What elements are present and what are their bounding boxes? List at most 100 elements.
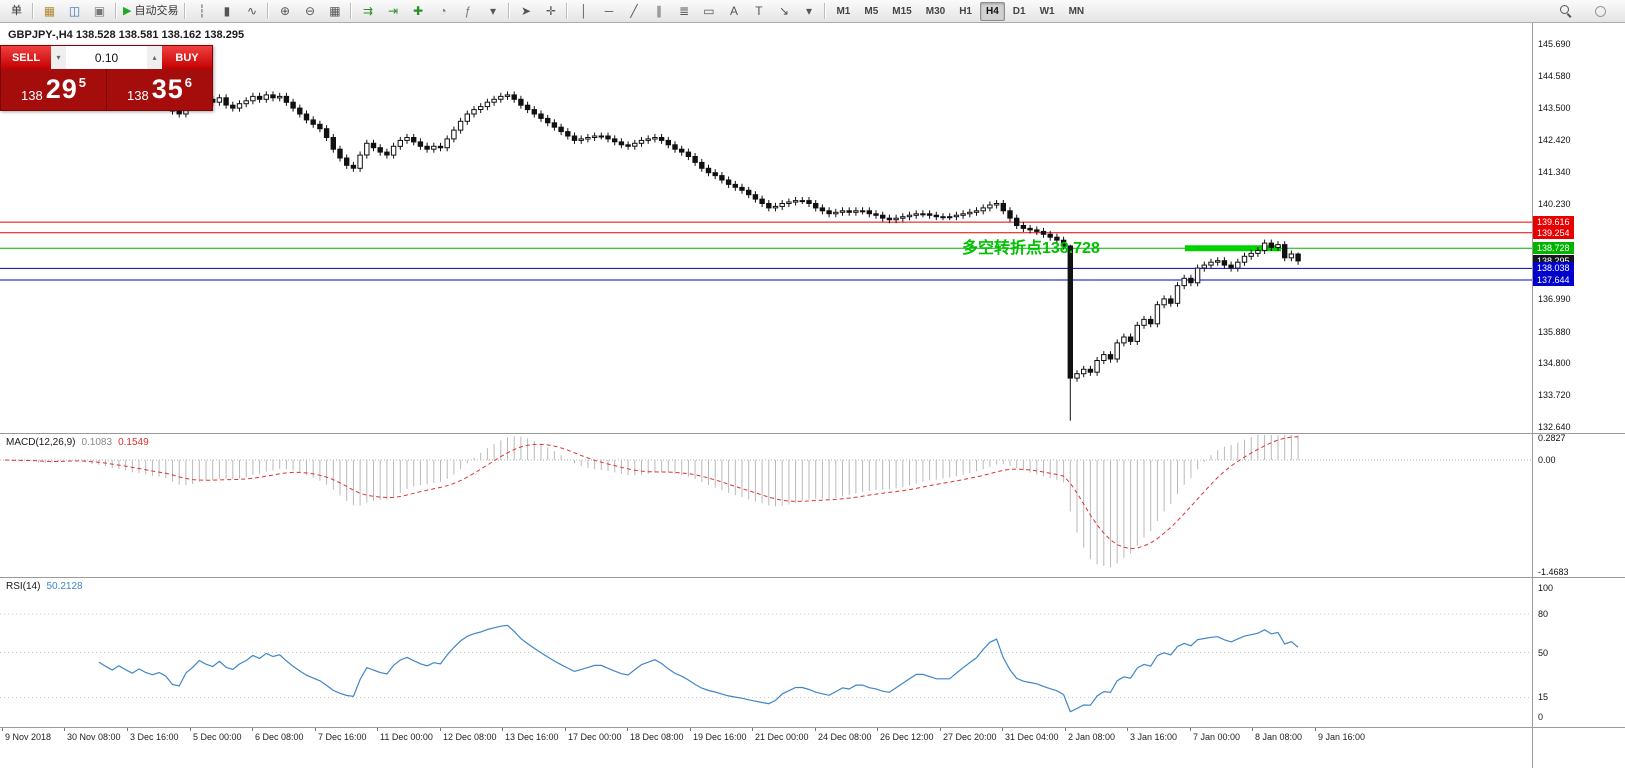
time-axis-label: 27 Dec 20:00 [943,732,997,742]
lot-size-field[interactable]: ▾ 0.10 ▴ [51,46,162,69]
text-icon[interactable]: A [729,4,738,18]
autotrading-button-label: 自动交易 [134,4,179,17]
pane-splitter-macd[interactable] [0,433,1625,434]
trendline-icon[interactable]: ╱ [630,4,638,18]
candlestick-chart-type-icon[interactable]: ▮ [223,4,231,18]
time-tick [64,727,65,731]
timeframe-m30[interactable]: M30 [925,5,946,17]
price-axis-label: 144.580 [1538,71,1571,81]
time-tick [565,727,566,731]
time-tick [2,727,3,731]
price-axis-label: 133.720 [1538,390,1571,400]
price-badge-138.728: 138.728 [1533,242,1574,254]
time-tick [1190,727,1191,731]
timeframe-h1[interactable]: H1 [959,5,972,17]
timeframe-mn[interactable]: MN [1068,5,1085,17]
rsi-axis-label: 0 [1538,712,1544,722]
time-tick [815,727,816,731]
price-axis-label: 134.800 [1538,358,1571,368]
bar-chart-type-icon[interactable]: ┆ [198,4,206,18]
time-axis-label: 21 Dec 00:00 [755,732,809,742]
lot-down-button[interactable]: ▾ [51,46,66,69]
price-axis-label: 142.420 [1538,135,1571,145]
timeframe-m5[interactable]: M5 [864,5,879,17]
timeframe-h4[interactable]: H4 [979,1,1005,21]
price-axis-label: 136.990 [1538,294,1571,304]
one-click-trading-panel: SELL ▾ 0.10 ▴ BUY 138 29 5 138 35 6 [0,45,213,111]
main-chart[interactable]: 多空转折点138.728 [0,23,1532,433]
line-chart-type-icon[interactable]: ∿ [246,4,257,18]
time-axis-label: 9 Nov 2018 [5,732,52,742]
price-axis[interactable]: 145.690 144.580 143.500 142.420 141.340 140.2… [1532,23,1625,768]
new-chart-icon[interactable]: ▦ [43,4,56,18]
sell-price-point: 5 [78,75,86,90]
price-axis-label: 135.880 [1538,327,1571,337]
timeframe-w1[interactable]: W1 [1039,5,1055,17]
chart-shift-icon[interactable]: ⇥ [387,4,398,18]
lot-value[interactable]: 0.10 [94,50,119,65]
timeframe-m15[interactable]: M15 [892,5,912,17]
rsi-axis-label: 50 [1538,648,1549,658]
text-label-icon[interactable]: T [755,4,763,18]
quick-nav-icon[interactable] [1588,1,1613,22]
new-order-button[interactable]: 单 [11,4,22,17]
rsi-pane[interactable] [0,578,1532,727]
sell-price[interactable]: 138 29 5 [1,69,107,110]
time-tick [502,727,503,731]
time-axis[interactable]: 9 Nov 2018 30 Nov 08:00 3 Dec 16:00 5 Dec 0… [0,727,1532,768]
price-axis-label: 143.500 [1538,103,1571,113]
toolbar-separator [566,3,569,19]
sell-price-pips: 29 [45,74,78,104]
time-axis-label: 9 Jan 16:00 [1318,732,1366,742]
buy-price[interactable]: 138 35 6 [107,69,212,110]
time-axis-label: 17 Dec 00:00 [568,732,622,742]
new-chart-plus-icon[interactable]: ✚ [412,4,423,18]
fibonacci-icon[interactable]: ≣ [678,4,689,18]
price-axis-label: 140.230 [1538,199,1571,209]
rsi-name: RSI(14) [6,581,41,592]
time-tick [440,727,441,731]
search-icon[interactable] [1553,1,1578,22]
sell-price-figure: 138 [21,88,43,103]
period-clock-icon[interactable]: ◔ [439,4,447,18]
sell-button[interactable]: SELL [1,46,51,69]
shapes-icon[interactable]: ▭ [703,4,715,18]
price-badge-139.254: 139.254 [1533,227,1574,239]
timeframe-m1[interactable]: M1 [836,5,851,17]
toolbar-separator [184,3,187,19]
indicators-icon[interactable]: ƒ [464,4,472,18]
macd-pane[interactable] [0,434,1532,576]
toolbar-separator [508,3,511,19]
time-axis-label: 31 Dec 04:00 [1005,732,1059,742]
zoom-in-icon[interactable]: ⊕ [279,4,290,18]
price-badge-137.644: 137.644 [1533,274,1574,286]
price-axis-label: 145.690 [1538,39,1571,49]
turning-point-annotation[interactable]: 多空转折点138.728 [962,238,1100,257]
buy-button[interactable]: BUY [162,46,212,69]
crosshair-icon[interactable]: ✛ [545,4,556,18]
tile-windows-icon[interactable]: ▦ [329,4,341,18]
vertical-line-icon[interactable]: │ [580,4,588,18]
buy-price-point: 6 [184,75,192,90]
time-axis-label: 18 Dec 08:00 [630,732,684,742]
timeframe-d1[interactable]: D1 [1012,5,1026,17]
time-tick [940,727,941,731]
auto-scroll-icon[interactable]: ⇉ [362,4,373,18]
lot-up-button[interactable]: ▴ [147,46,162,69]
pane-splitter-rsi[interactable] [0,577,1625,578]
arrows-icon[interactable]: ↘ [778,4,789,18]
equidistant-channel-icon[interactable]: ∥ [655,4,662,18]
cursor-icon[interactable]: ➤ [520,4,531,18]
indicators-dropdown-icon[interactable]: ▾ [489,4,496,18]
zoom-out-icon[interactable]: ⊖ [304,4,315,18]
macd-main-value: 0.1083 [81,437,113,448]
time-axis-label: 3 Dec 16:00 [130,732,179,742]
arrows-dropdown-icon[interactable]: ▾ [805,4,812,18]
profiles-icon[interactable]: ◫ [68,4,81,18]
time-axis-label: 5 Dec 00:00 [193,732,242,742]
time-tick [1002,727,1003,731]
horizontal-line-icon[interactable]: ─ [604,4,614,18]
time-axis-label: 13 Dec 16:00 [505,732,559,742]
full-screen-icon[interactable]: ▣ [93,4,106,18]
autotrading-button[interactable]: ▶ 自动交易 [123,4,179,17]
